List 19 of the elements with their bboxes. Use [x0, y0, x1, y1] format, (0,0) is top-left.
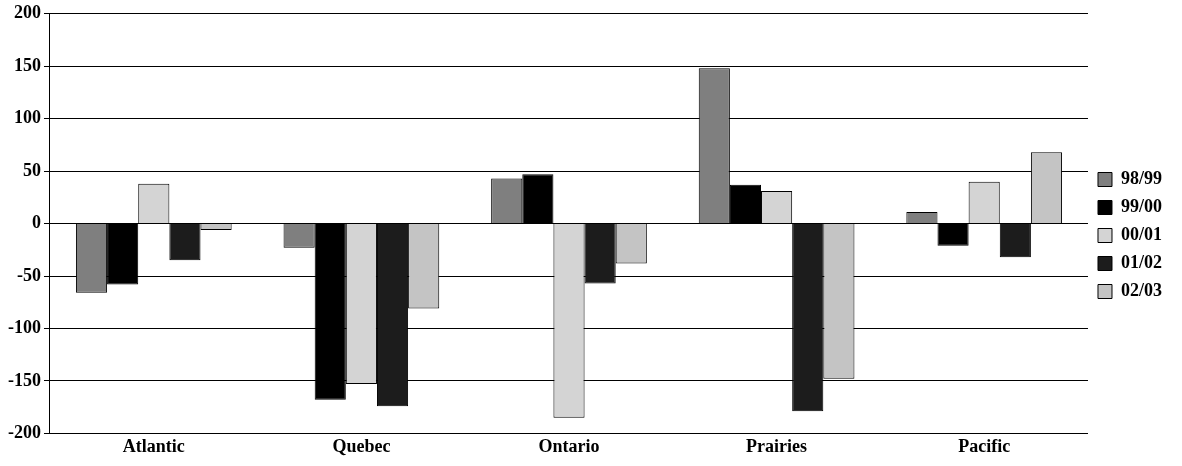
- legend-label: 99/00: [1121, 196, 1163, 217]
- y-tick-label: -50: [16, 264, 41, 285]
- y-tick-label: 50: [22, 159, 41, 180]
- y-tick-label: 0: [31, 212, 41, 233]
- legend-label: 98/99: [1121, 168, 1163, 189]
- legend-label: 01/02: [1121, 252, 1163, 273]
- x-tick-label: Prairies: [746, 435, 808, 456]
- x-tick-label: Atlantic: [122, 435, 185, 456]
- y-tick-label: -200: [7, 422, 41, 443]
- y-tick-label: -100: [7, 317, 41, 338]
- legend-label: 00/01: [1121, 224, 1163, 245]
- x-tick-label: Quebec: [332, 435, 391, 456]
- y-tick-label: 150: [13, 54, 41, 75]
- y-tick-label: -150: [7, 369, 41, 390]
- x-tick-label: Pacific: [958, 435, 1011, 456]
- x-tick-label: Ontario: [538, 435, 600, 456]
- legend-label: 02/03: [1121, 280, 1163, 301]
- y-tick-label: 200: [13, 2, 41, 23]
- y-tick-label: 100: [13, 107, 41, 128]
